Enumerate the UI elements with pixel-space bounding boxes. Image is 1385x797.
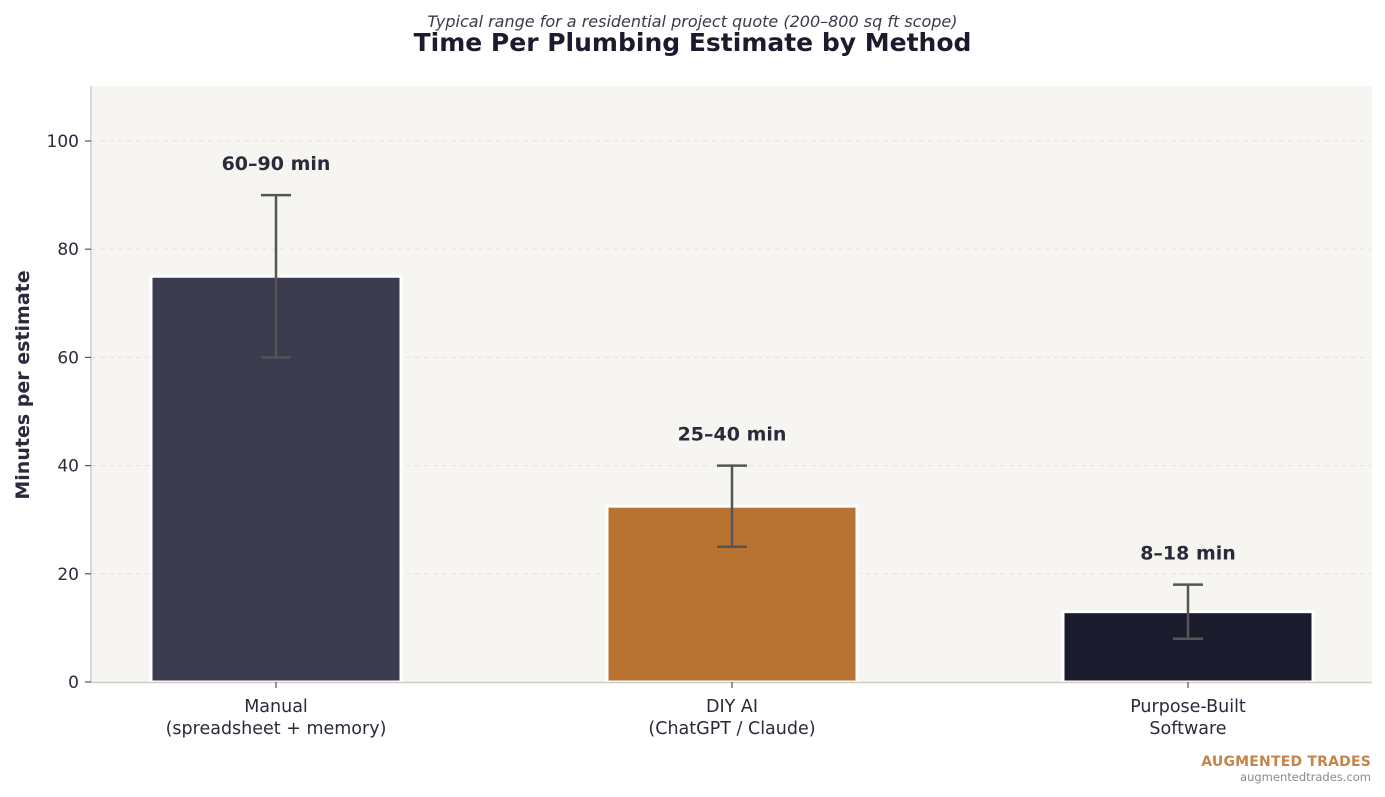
error-bars <box>261 193 1203 640</box>
data-label: 8–18 min <box>1140 543 1236 565</box>
x-tick-label: Manual <box>244 697 308 717</box>
y-tick-label: 80 <box>57 240 79 260</box>
x-tick-label: Purpose-Built <box>1130 697 1246 717</box>
y-tick-label: 20 <box>57 565 79 585</box>
x-tick-label: Software <box>1149 719 1226 739</box>
chart-title: Time Per Plumbing Estimate by Method <box>413 28 972 57</box>
y-tick-label: 0 <box>68 673 79 693</box>
y-ticks: 0 20 40 60 80 100 <box>47 132 91 693</box>
brand-name: AUGMENTED TRADES <box>1201 754 1371 770</box>
x-tick-label: (spreadsheet + memory) <box>166 719 387 739</box>
chart-subtitle: Typical range for a residential project … <box>427 12 958 31</box>
y-axis-label: Minutes per estimate <box>12 270 34 499</box>
y-tick-label: 40 <box>57 457 79 477</box>
data-labels: 60–90 min 25–40 min 8–18 min <box>222 153 1236 565</box>
brand-url: augmentedtrades.com <box>1240 770 1371 784</box>
y-tick-label: 100 <box>47 132 79 152</box>
x-tick-label: DIY AI <box>706 697 758 717</box>
brand-watermark: AUGMENTED TRADES augmentedtrades.com <box>1201 754 1371 784</box>
x-ticks: Manual(spreadsheet + memory) DIY AI(ChatG… <box>166 682 1246 739</box>
data-label: 25–40 min <box>678 424 787 446</box>
x-tick-label: (ChatGPT / Claude) <box>648 719 815 739</box>
data-label: 60–90 min <box>222 153 331 175</box>
y-tick-label: 60 <box>57 348 79 368</box>
